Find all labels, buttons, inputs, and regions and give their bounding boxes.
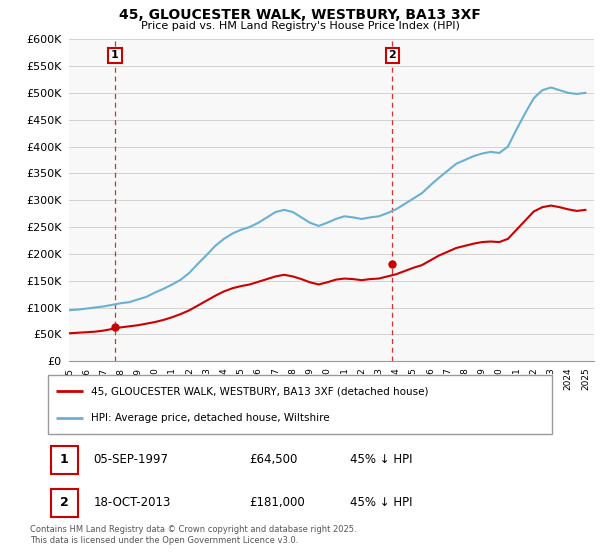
Text: 2: 2 [60,496,69,510]
Text: 2: 2 [389,50,397,60]
Text: 45% ↓ HPI: 45% ↓ HPI [350,496,413,510]
Text: 45, GLOUCESTER WALK, WESTBURY, BA13 3XF: 45, GLOUCESTER WALK, WESTBURY, BA13 3XF [119,8,481,22]
Text: 18-OCT-2013: 18-OCT-2013 [94,496,171,510]
Text: 45, GLOUCESTER WALK, WESTBURY, BA13 3XF (detached house): 45, GLOUCESTER WALK, WESTBURY, BA13 3XF … [91,386,428,396]
Text: 1: 1 [111,50,119,60]
Text: Contains HM Land Registry data © Crown copyright and database right 2025.
This d: Contains HM Land Registry data © Crown c… [30,525,356,545]
Text: £181,000: £181,000 [250,496,305,510]
Text: HPI: Average price, detached house, Wiltshire: HPI: Average price, detached house, Wilt… [91,413,329,423]
FancyBboxPatch shape [48,375,552,434]
Text: 1: 1 [60,454,69,466]
Text: Price paid vs. HM Land Registry's House Price Index (HPI): Price paid vs. HM Land Registry's House … [140,21,460,31]
Text: 05-SEP-1997: 05-SEP-1997 [94,454,169,466]
Text: 45% ↓ HPI: 45% ↓ HPI [350,454,413,466]
FancyBboxPatch shape [50,489,78,517]
Text: £64,500: £64,500 [250,454,298,466]
FancyBboxPatch shape [50,446,78,474]
